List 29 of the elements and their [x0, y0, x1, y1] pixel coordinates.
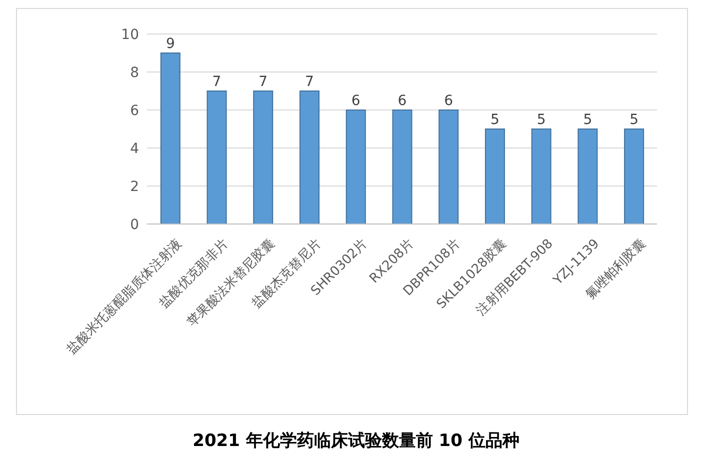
y-tick-label: 0 — [130, 216, 139, 233]
y-tick-label: 6 — [130, 102, 140, 119]
y-tick-label: 8 — [130, 64, 139, 81]
y-tick-label: 2 — [130, 178, 139, 195]
bar — [300, 90, 320, 224]
bar — [160, 52, 180, 224]
data-label: 9 — [166, 36, 175, 52]
bar — [531, 128, 552, 224]
data-label: 7 — [258, 74, 268, 90]
data-label: 5 — [490, 112, 500, 128]
data-label: 6 — [444, 93, 454, 109]
bar — [392, 110, 412, 224]
data-label: 5 — [630, 112, 639, 128]
bar — [438, 110, 459, 224]
data-label: 5 — [536, 112, 546, 128]
data-label: 7 — [305, 74, 314, 90]
data-label: 7 — [212, 74, 222, 90]
text: 2021 年化学药临床试验数量前 10 位品种 — [192, 430, 520, 452]
bar — [346, 110, 366, 224]
bar — [206, 90, 227, 224]
data-label: 5 — [583, 112, 592, 128]
bar — [253, 90, 274, 224]
data-label: 6 — [351, 93, 360, 109]
bar — [624, 128, 644, 224]
bar — [484, 128, 505, 224]
bar — [578, 128, 598, 224]
data-label: 6 — [398, 93, 407, 109]
y-tick-label: 4 — [130, 140, 140, 157]
y-tick-label: 10 — [121, 26, 139, 43]
